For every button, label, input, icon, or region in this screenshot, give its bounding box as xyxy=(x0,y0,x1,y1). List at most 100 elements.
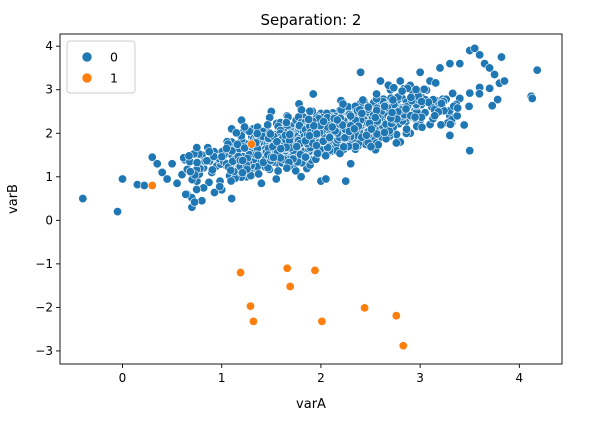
data-point xyxy=(192,158,202,168)
data-point xyxy=(253,150,263,160)
chart-title: Separation: 2 xyxy=(261,11,362,29)
plot-frame xyxy=(59,33,563,365)
data-point xyxy=(453,103,463,113)
data-point xyxy=(162,174,172,184)
data-point xyxy=(227,194,237,204)
data-point xyxy=(172,178,182,188)
x-tick-label: 4 xyxy=(516,371,524,385)
data-point xyxy=(78,194,88,204)
data-point xyxy=(197,196,207,206)
data-point xyxy=(304,131,314,141)
data-point xyxy=(419,84,429,94)
data-point xyxy=(167,159,177,169)
data-point xyxy=(356,67,366,77)
data-point xyxy=(309,121,319,131)
plot-area xyxy=(60,34,562,364)
data-point xyxy=(391,311,401,321)
data-point xyxy=(474,89,484,99)
y-tick-label: 2 xyxy=(45,126,53,140)
data-point xyxy=(185,167,195,177)
data-point xyxy=(341,176,351,186)
data-point xyxy=(338,99,348,109)
data-point xyxy=(272,137,282,147)
legend: 01 xyxy=(66,40,136,94)
data-point xyxy=(147,181,157,191)
data-point xyxy=(248,316,258,326)
data-point xyxy=(391,138,401,148)
data-point xyxy=(237,168,247,178)
data-point xyxy=(452,111,462,121)
data-point xyxy=(363,102,373,112)
data-point xyxy=(308,89,318,99)
y-tick-label: −2 xyxy=(35,300,53,314)
data-point xyxy=(402,124,412,134)
data-point xyxy=(265,129,275,139)
data-point xyxy=(139,181,149,191)
series-0 xyxy=(78,43,542,217)
data-point xyxy=(445,59,455,69)
data-point xyxy=(325,133,335,143)
data-point xyxy=(321,151,331,161)
y-tick-label: 4 xyxy=(45,39,53,53)
data-point xyxy=(207,165,217,175)
data-point xyxy=(389,83,399,93)
data-point xyxy=(231,128,241,138)
data-point xyxy=(435,63,445,73)
data-point xyxy=(464,101,474,111)
data-point xyxy=(346,111,356,121)
data-point xyxy=(281,118,291,128)
points-layer xyxy=(78,43,542,351)
data-point xyxy=(232,139,242,149)
data-point xyxy=(202,156,212,166)
y-axis-label: varB xyxy=(6,184,21,214)
data-point xyxy=(263,120,273,130)
data-point xyxy=(339,142,349,152)
data-point xyxy=(459,120,469,130)
data-point xyxy=(192,185,202,195)
data-point xyxy=(397,86,407,96)
data-point xyxy=(465,146,475,156)
x-tick-label: 2 xyxy=(317,371,325,385)
legend-marker xyxy=(81,72,93,84)
data-point xyxy=(349,124,359,134)
data-point xyxy=(431,78,441,88)
data-point xyxy=(366,142,376,152)
data-point xyxy=(380,101,390,111)
data-point xyxy=(282,163,292,173)
series-1 xyxy=(147,139,408,351)
y-tick-label: −1 xyxy=(35,257,53,271)
data-point xyxy=(375,76,385,86)
data-point xyxy=(147,152,157,162)
data-point xyxy=(490,69,500,79)
data-point xyxy=(465,88,475,98)
data-point xyxy=(282,263,292,273)
data-point xyxy=(310,265,320,275)
data-point xyxy=(204,147,214,157)
data-point xyxy=(340,133,350,143)
y-tick-label: 3 xyxy=(45,83,53,97)
data-point xyxy=(430,111,440,121)
data-point xyxy=(305,106,315,116)
data-point xyxy=(217,152,227,162)
data-point xyxy=(366,124,376,134)
data-point xyxy=(285,129,295,139)
data-point xyxy=(113,207,123,217)
data-point xyxy=(215,182,225,192)
data-point xyxy=(395,76,405,86)
data-point xyxy=(332,115,342,125)
data-point xyxy=(346,159,356,169)
data-point xyxy=(190,197,200,207)
data-point xyxy=(398,341,408,351)
data-point xyxy=(415,67,425,77)
data-point xyxy=(436,98,446,108)
data-point xyxy=(292,142,302,152)
data-point xyxy=(317,316,327,326)
data-point xyxy=(455,59,465,69)
data-point xyxy=(410,112,420,122)
legend-box xyxy=(66,40,136,94)
data-point xyxy=(157,167,167,177)
data-point xyxy=(118,174,128,184)
